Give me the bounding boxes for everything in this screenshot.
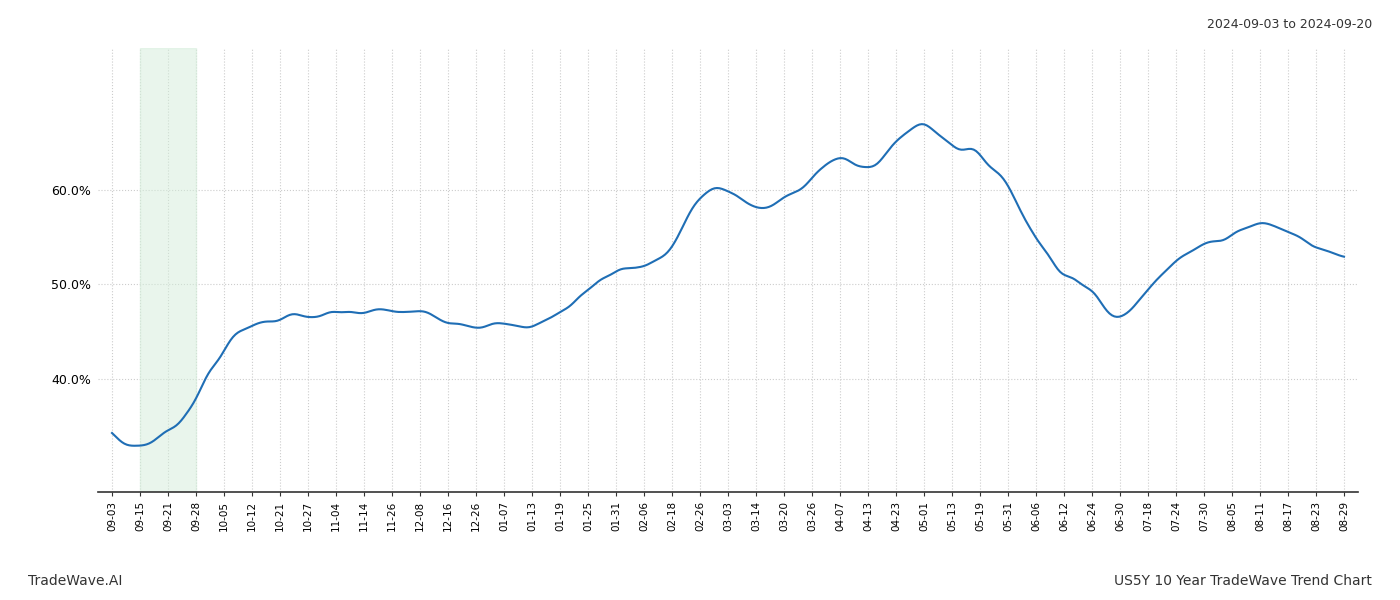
- Text: 2024-09-03 to 2024-09-20: 2024-09-03 to 2024-09-20: [1207, 18, 1372, 31]
- Text: US5Y 10 Year TradeWave Trend Chart: US5Y 10 Year TradeWave Trend Chart: [1114, 574, 1372, 588]
- Bar: [140, 48, 196, 492]
- Text: TradeWave.AI: TradeWave.AI: [28, 574, 122, 588]
